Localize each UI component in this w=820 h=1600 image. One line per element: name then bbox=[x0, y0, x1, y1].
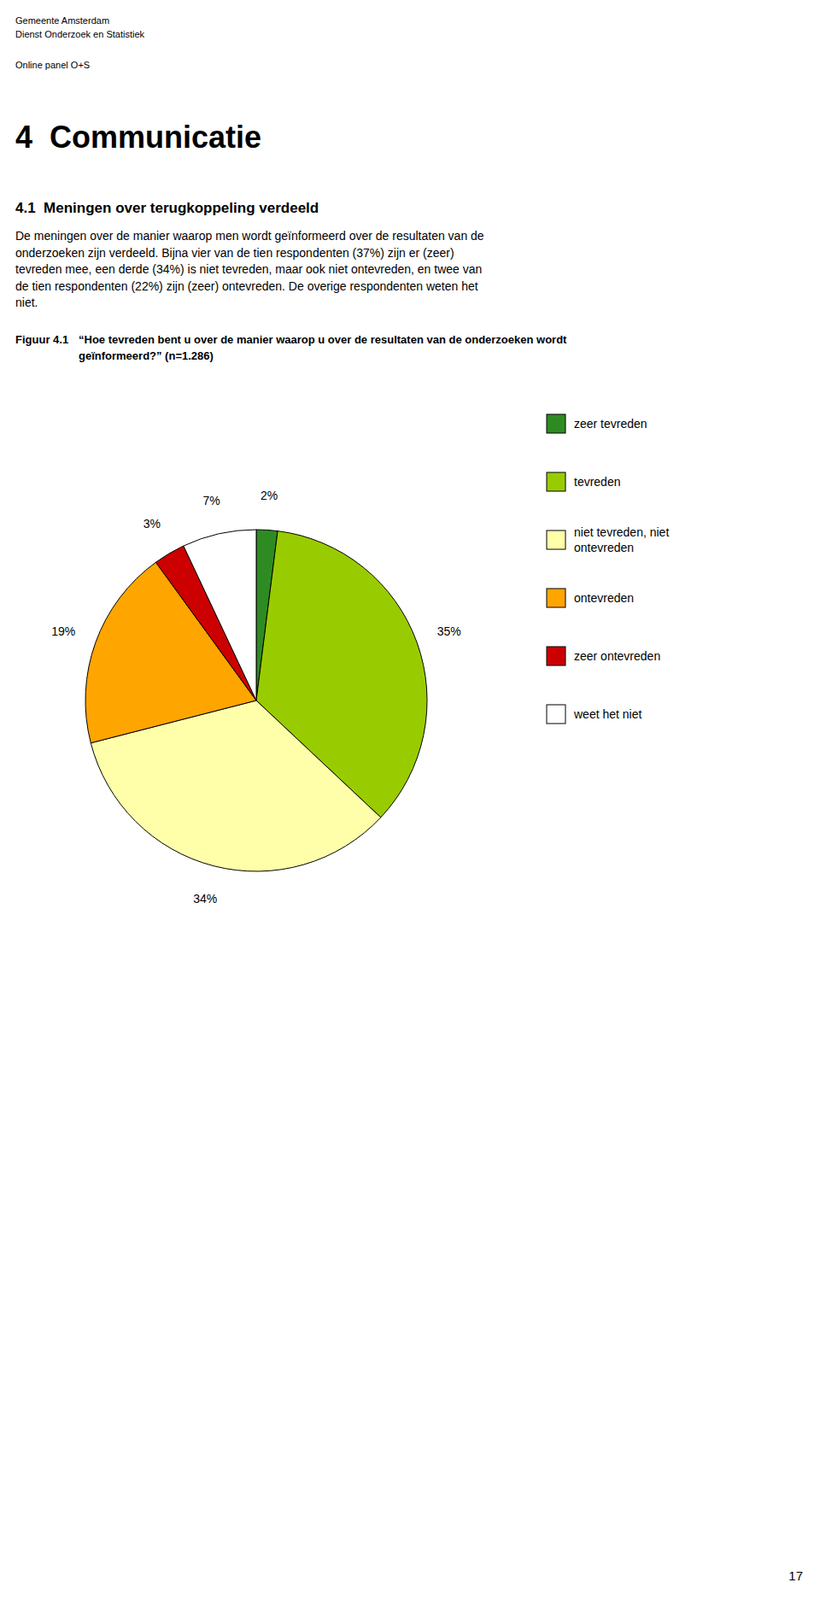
chart-title: Figuur 4.1 bbox=[15, 333, 69, 346]
chart-subtitle: “Hoe tevreden bent u over de manier waar… bbox=[78, 333, 567, 346]
subheader: Online panel O+S bbox=[15, 59, 90, 71]
chart-subtitle: geïnformeerd?” (n=1.286) bbox=[78, 349, 214, 363]
slices bbox=[85, 529, 428, 872]
data-label: 2% bbox=[260, 488, 278, 503]
data-labels: 2% 35% 34% 19% 3% 7% bbox=[51, 488, 462, 906]
legend-label: weet het niet bbox=[573, 707, 642, 721]
pie-slice bbox=[183, 529, 257, 701]
legend-label: ontevreden bbox=[574, 591, 634, 605]
data-label: 3% bbox=[143, 516, 161, 531]
body-line: niet. bbox=[15, 295, 38, 310]
chart: 2% 35% 34% 19% 3% 7% zeer tevreden tevreden niet… bbox=[0, 375, 820, 1025]
legend-label: zeer tevreden bbox=[574, 416, 648, 431]
page-number: 17 bbox=[788, 1568, 803, 1583]
body-line: de tien respondenten (22%) zijn (zeer) o… bbox=[15, 279, 479, 293]
section-title: 4.1 Meningen over terugkoppeling verdeel… bbox=[15, 199, 319, 217]
data-label: 35% bbox=[437, 624, 462, 639]
data-label: 19% bbox=[51, 624, 76, 639]
body-line: onderzoeken zijn verdeeld. Bijna vier va… bbox=[15, 246, 455, 260]
body-line: De meningen over de manier waarop men wo… bbox=[15, 228, 485, 243]
header-line: Dienst Onderzoek en Statistiek bbox=[15, 29, 145, 40]
data-label: 34% bbox=[193, 891, 217, 906]
legend-swatch bbox=[546, 472, 566, 492]
legend-swatch bbox=[546, 646, 566, 666]
legend-swatch bbox=[546, 588, 566, 608]
body-line: tevreden mee, een derde (34%) is niet te… bbox=[15, 262, 482, 276]
legend-swatch bbox=[546, 414, 566, 434]
legend-label: zeer ontevreden bbox=[574, 649, 661, 663]
header-line: Gemeente Amsterdam bbox=[15, 15, 110, 26]
legend-label: tevreden bbox=[574, 474, 621, 489]
legend-label: niet tevreden, nietontevreden bbox=[574, 525, 669, 555]
legend: zeer tevreden tevreden niet tevreden, niet… bbox=[546, 414, 669, 724]
chapter-title: 4 Communicatie bbox=[15, 119, 262, 156]
legend-swatch bbox=[546, 530, 566, 550]
data-label: 7% bbox=[203, 493, 221, 508]
legend-swatch bbox=[546, 704, 566, 724]
